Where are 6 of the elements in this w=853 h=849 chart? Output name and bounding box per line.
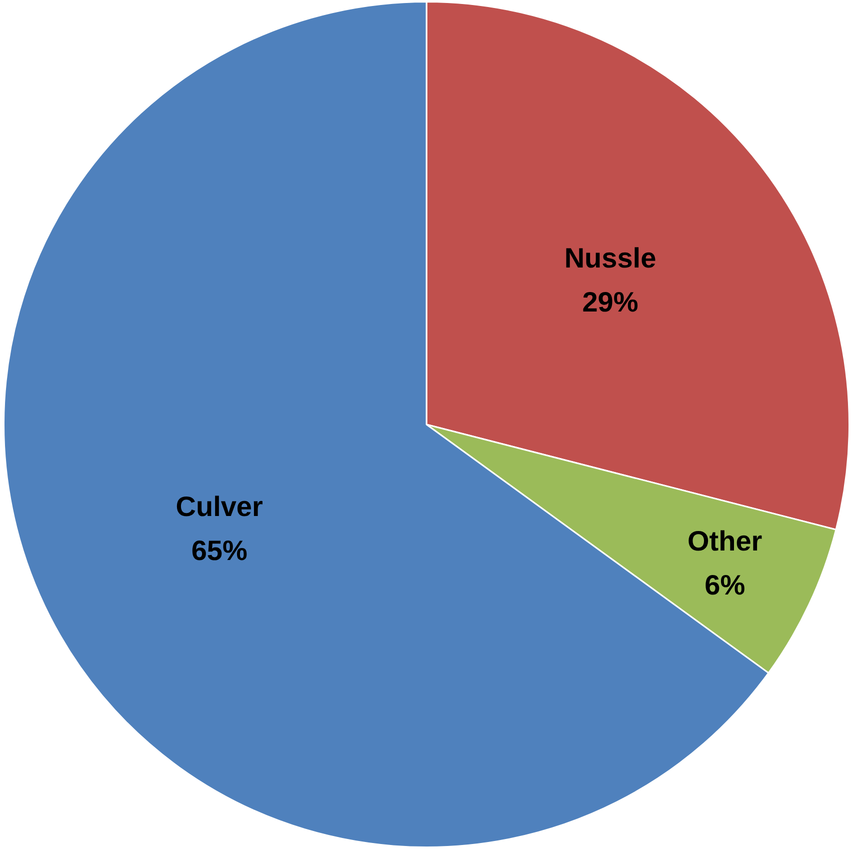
data-label: 29%: [582, 286, 638, 318]
data-label: 65%: [191, 534, 248, 566]
slice-label: Culver: [176, 490, 263, 522]
slice-label: Other: [688, 526, 762, 557]
slice-label: Nussle: [564, 242, 656, 274]
data-label: 6%: [704, 570, 746, 601]
